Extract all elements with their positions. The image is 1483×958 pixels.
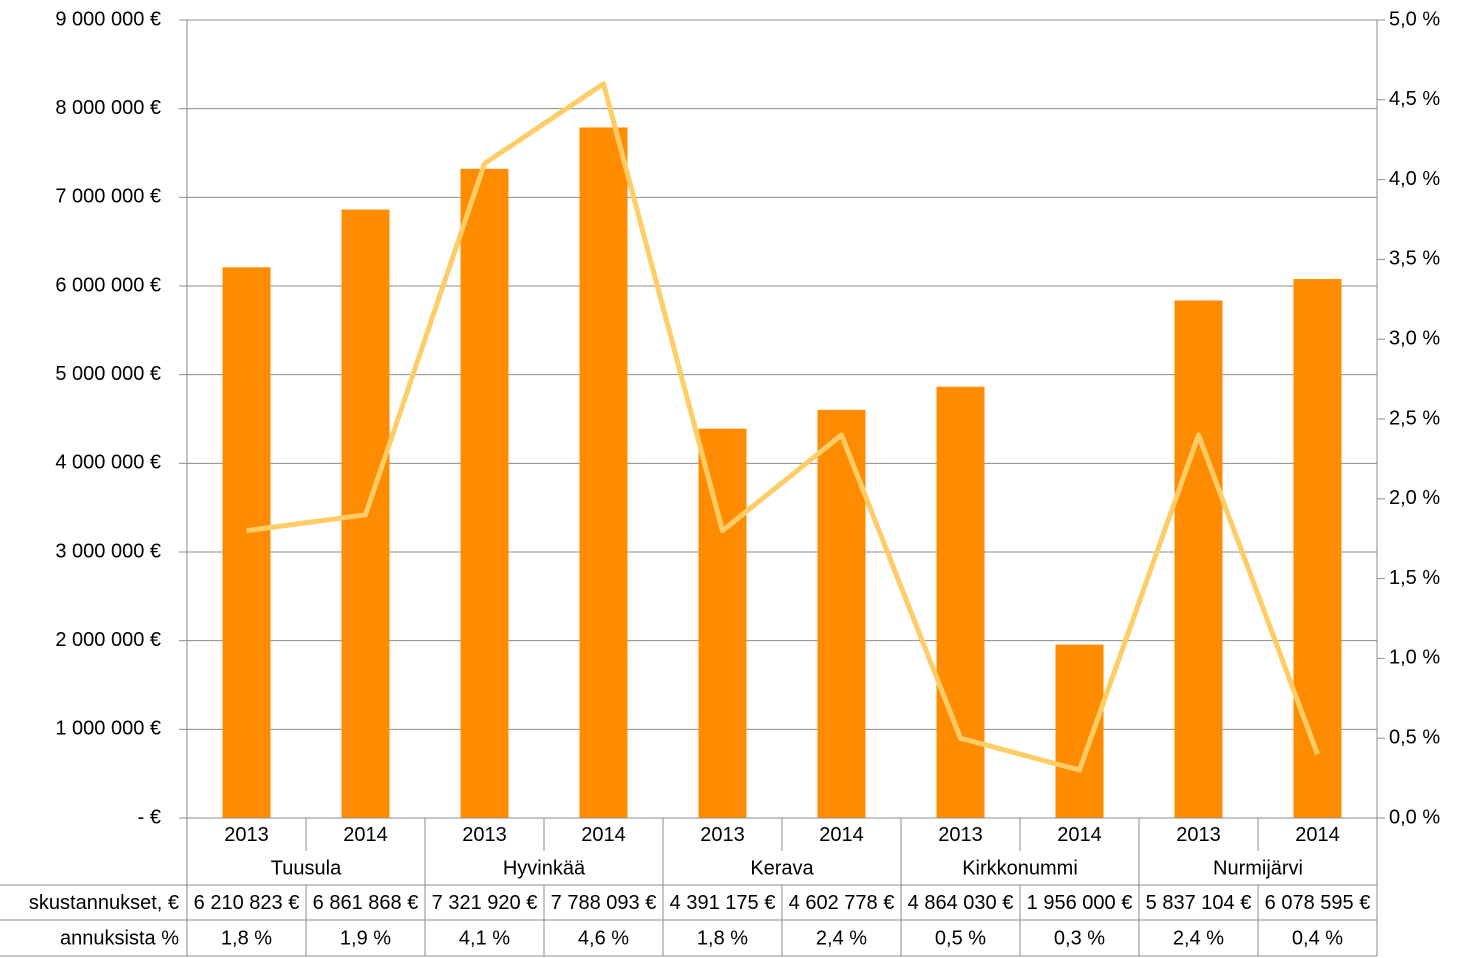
table-cell: 2,4 % — [816, 927, 867, 949]
table-cell: 6 210 823 € — [194, 892, 300, 914]
table-cell: 4 864 030 € — [908, 892, 1014, 914]
table-cell: 6 078 595 € — [1265, 892, 1371, 914]
x-tick-label-year: 2013 — [938, 824, 983, 846]
bar — [936, 386, 985, 818]
bar — [579, 127, 628, 819]
left-axis-tick-label: 2 000 000 € — [55, 629, 161, 651]
left-axis-tick-label: 9 000 000 € — [55, 8, 161, 30]
x-tick-label-year: 2014 — [1057, 824, 1102, 846]
x-group-label: Hyvinkää — [503, 857, 586, 879]
right-axis-tick-label: 4,0 % — [1389, 168, 1440, 190]
x-tick-label-year: 2013 — [1176, 824, 1221, 846]
table-cell: 4,6 % — [578, 927, 629, 949]
line-series-path — [246, 81, 1320, 773]
left-axis-tick-label: 7 000 000 € — [55, 186, 161, 208]
x-tick-label-year: 2014 — [581, 824, 626, 846]
left-axis-tick-label: - € — [138, 806, 161, 828]
table-cell: 4 391 175 € — [670, 892, 776, 914]
right-axis-tick-label: 2,5 % — [1389, 407, 1440, 429]
bar — [1293, 279, 1342, 818]
x-group-label: Tuusula — [271, 857, 342, 879]
table-cell: 7 788 093 € — [551, 892, 657, 914]
x-tick-label-year: 2013 — [462, 824, 507, 846]
data-table: skustannukset, € 6 210 823 € 6 861 868 € 7 … — [0, 884, 1378, 957]
table-cell: 0,4 % — [1292, 927, 1343, 949]
x-group-label: Kirkkonummi — [962, 857, 1078, 879]
right-axis-tick-label: 0,0 % — [1389, 806, 1440, 828]
right-axis-tick-label: 5,0 % — [1389, 8, 1440, 30]
x-tick-label-year: 2014 — [1295, 824, 1340, 846]
bar — [1174, 300, 1223, 818]
table-row-label: skustannukset, € — [29, 892, 179, 914]
table-cell: 6 861 868 € — [313, 892, 419, 914]
left-axis-tick-label: 6 000 000 € — [55, 274, 161, 296]
right-axis-tick-label: 3,5 % — [1389, 248, 1440, 270]
table-cell: 1,8 % — [697, 927, 748, 949]
right-axis-ticks: 0,0 % 0,5 % 1,0 % 1,5 % 2,0 % 2,5 % 3,0 % 3,5 %… — [1377, 8, 1440, 828]
table-cell: 4 602 778 € — [789, 892, 895, 914]
table-cell: 0,5 % — [935, 927, 986, 949]
right-axis-tick-label: 4,5 % — [1389, 88, 1440, 110]
bar — [222, 267, 271, 819]
x-group-label: Kerava — [750, 857, 814, 879]
left-axis-tick-label: 4 000 000 € — [55, 452, 161, 474]
right-axis-tick-label: 1,5 % — [1389, 567, 1440, 589]
table-cell: 2,4 % — [1173, 927, 1224, 949]
category-axis: 2013 2014 2013 2014 2013 2014 2013 2014 2013 2014… — [186, 818, 1378, 885]
table-cell: 7 321 920 € — [432, 892, 538, 914]
x-tick-label-year: 2014 — [343, 824, 388, 846]
right-axis-tick-label: 0,5 % — [1389, 726, 1440, 748]
bar-series — [222, 127, 1342, 819]
x-tick-label-year: 2013 — [700, 824, 745, 846]
right-axis-tick-label: 1,0 % — [1389, 647, 1440, 669]
table-cell: 1,9 % — [340, 927, 391, 949]
left-axis-tick-label: 1 000 000 € — [55, 718, 161, 740]
table-cell: 1,8 % — [221, 927, 272, 949]
right-axis-tick-label: 2,0 % — [1389, 487, 1440, 509]
left-axis-tick-label: 8 000 000 € — [55, 97, 161, 119]
bar — [460, 168, 509, 818]
x-tick-label-year: 2014 — [819, 824, 864, 846]
table-cell: 0,3 % — [1054, 927, 1105, 949]
bar — [1055, 644, 1104, 818]
table-cell: 4,1 % — [459, 927, 510, 949]
left-axis-ticks: - € 1 000 000 € 2 000 000 € 3 000 000 € 4 00… — [55, 8, 187, 828]
right-axis-tick-label: 3,0 % — [1389, 327, 1440, 349]
left-axis-tick-label: 5 000 000 € — [55, 363, 161, 385]
x-group-label: Nurmijärvi — [1213, 857, 1303, 879]
table-cell: 1 956 000 € — [1027, 892, 1133, 914]
table-cell: 5 837 104 € — [1146, 892, 1252, 914]
x-tick-label-year: 2013 — [224, 824, 269, 846]
bar — [698, 428, 747, 818]
line-series — [246, 81, 1320, 773]
left-axis-tick-label: 3 000 000 € — [55, 540, 161, 562]
table-row-label: annuksista % — [60, 927, 179, 949]
